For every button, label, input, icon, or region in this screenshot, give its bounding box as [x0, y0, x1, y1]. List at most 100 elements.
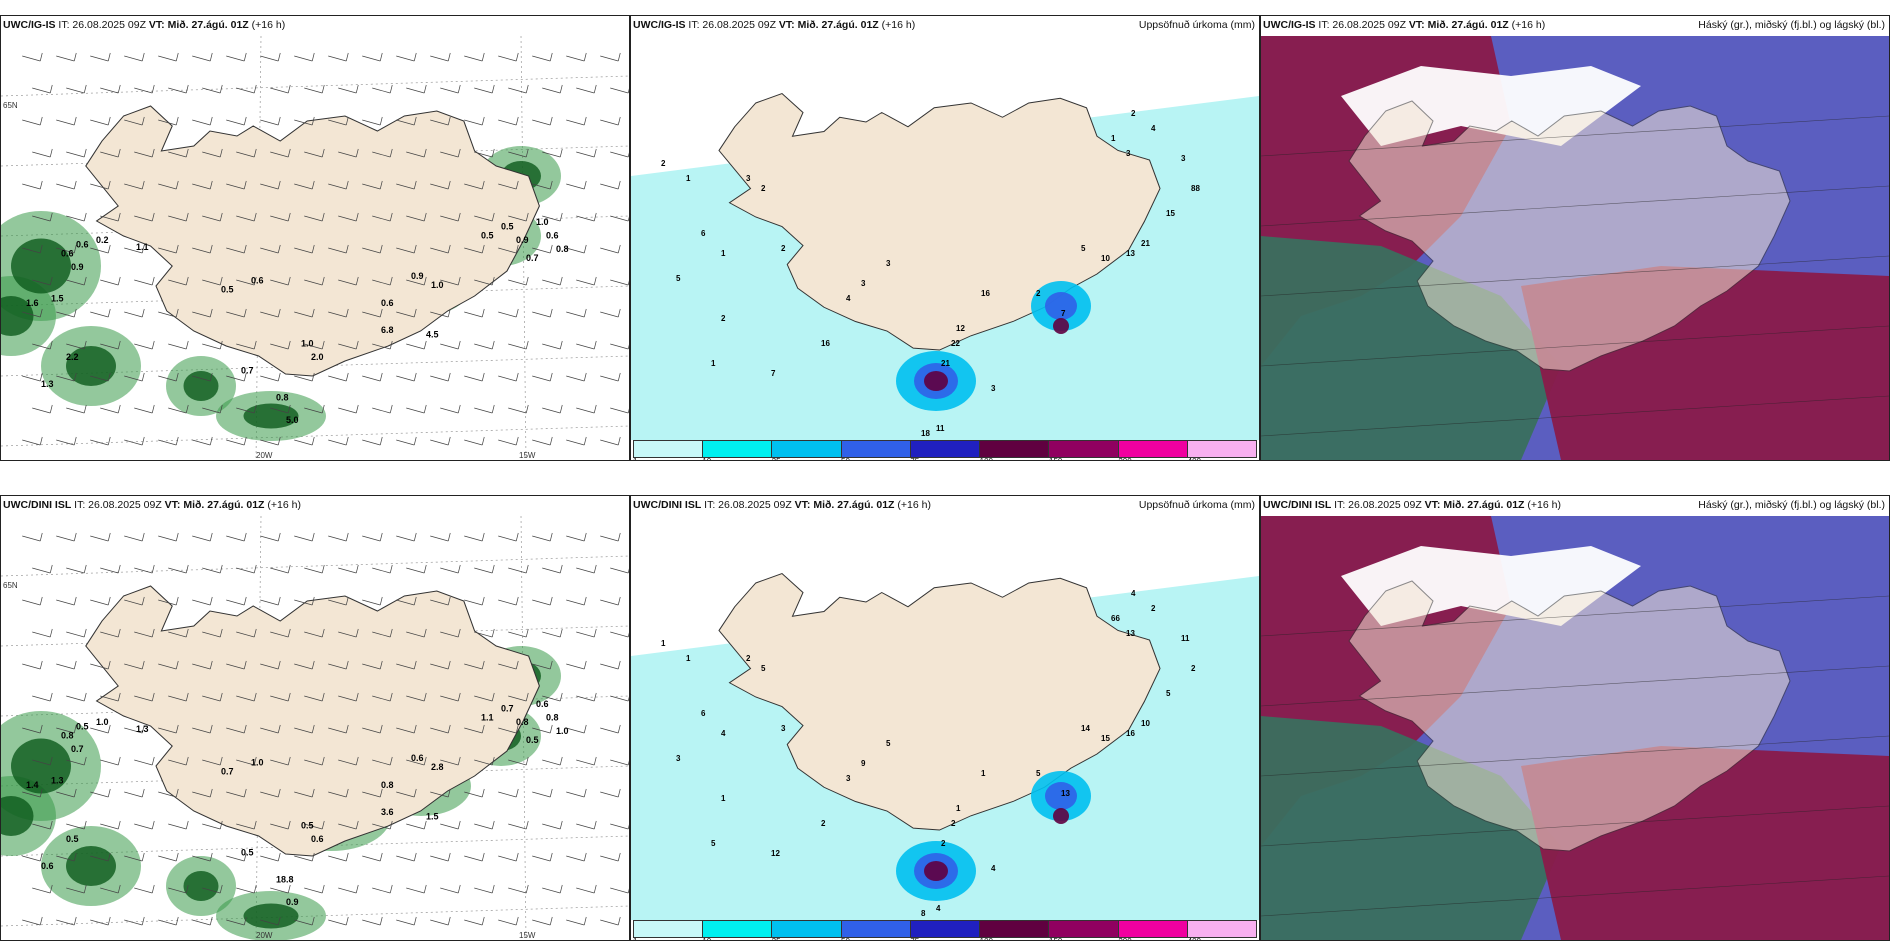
wind-barb	[32, 887, 51, 894]
precip-value-label: 66	[1111, 614, 1120, 623]
wind-barb	[66, 215, 85, 222]
wind-barb-flag	[39, 660, 43, 670]
wind-barb	[328, 55, 347, 62]
wind-barb-flag	[389, 692, 393, 702]
precip-value-label: 3	[1181, 154, 1186, 163]
wind-barb-flag	[617, 436, 621, 446]
wind-barb-flag	[117, 84, 121, 94]
wind-barb	[32, 823, 51, 830]
colorbar-cell	[1118, 921, 1188, 937]
wind-barb-flag	[151, 820, 155, 830]
wind-barb	[464, 919, 483, 926]
wind-barb	[600, 663, 619, 670]
precip-value-label: 3	[861, 279, 866, 288]
grid-line	[1261, 115, 1889, 157]
wind-barb	[270, 215, 289, 222]
wind-barb-flag	[141, 436, 145, 446]
colorbar-labels: 1 10 25 50 75 100 150 200 400	[633, 457, 1257, 460]
wind-barb	[542, 567, 561, 574]
wind-barb-flag	[49, 404, 53, 414]
wind-barb	[192, 663, 211, 670]
wind-barb	[464, 439, 483, 446]
wind-barb	[100, 695, 119, 702]
precip-value-label: 1.6	[26, 298, 39, 308]
precip-value-label: 2	[951, 819, 956, 828]
wind-barb	[372, 407, 391, 414]
wind-barb	[124, 439, 143, 446]
precip-value-label: 16	[1126, 729, 1135, 738]
wind-barb	[362, 599, 381, 606]
panel-header: UWC/IG-IS IT: 26.08.2025 09Z VT: Mið. 27…	[633, 19, 1255, 35]
wind-barb	[338, 343, 357, 350]
wind-barb	[22, 439, 41, 446]
precip-value-label: 2	[1191, 664, 1196, 673]
wind-barb	[600, 55, 619, 62]
wind-barb-flag	[117, 340, 121, 350]
wind-barb	[260, 727, 279, 734]
wind-barb	[430, 375, 449, 382]
wind-barb	[362, 727, 381, 734]
wind-barb	[498, 311, 517, 318]
wind-barb-flag	[277, 724, 281, 734]
wind-barb-flag	[559, 564, 563, 574]
wind-barb-flag	[423, 84, 427, 94]
wind-barb	[474, 887, 493, 894]
wind-barb	[532, 119, 551, 126]
precip-value-label: 18.8	[276, 875, 294, 885]
wind-barb-flag	[107, 916, 111, 926]
wind-barb-flag	[447, 244, 451, 254]
wind-barb-flag	[525, 276, 529, 286]
precip-value-label: 5	[1081, 244, 1086, 253]
wind-barb-flag	[491, 628, 495, 638]
wind-barb-flag	[345, 532, 349, 542]
wind-barb-flag	[559, 756, 563, 766]
wind-barb	[260, 119, 279, 126]
wind-barb-flag	[287, 820, 291, 830]
wind-barb-flag	[39, 244, 43, 254]
wind-barb	[158, 599, 177, 606]
wind-barb-flag	[481, 596, 485, 606]
wind-barb-flag	[287, 212, 291, 222]
wind-barb-flag	[277, 52, 281, 62]
wind-barb-flag	[447, 788, 451, 798]
wind-barb	[464, 183, 483, 190]
wind-barb	[270, 279, 289, 286]
wind-barb-flag	[423, 404, 427, 414]
wind-barb-flag	[617, 308, 621, 318]
wind-barb	[338, 567, 357, 574]
wind-barb-flag	[311, 852, 315, 862]
wind-barb-flag	[107, 436, 111, 446]
colorbar-cell	[772, 441, 842, 457]
wind-barb	[532, 663, 551, 670]
wind-barb-flag	[583, 660, 587, 670]
wind-barb	[508, 87, 527, 94]
wind-barb	[22, 855, 41, 862]
wind-barb-flag	[321, 404, 325, 414]
wind-barb-flag	[151, 564, 155, 574]
wind-barb	[406, 887, 425, 894]
wind-barb	[328, 535, 347, 542]
wind-barb-flag	[151, 884, 155, 894]
colorbar-tick-label: 10	[702, 937, 711, 940]
precip-value-label: 0.6	[251, 276, 264, 286]
wind-barb	[396, 663, 415, 670]
wind-barb	[294, 183, 313, 190]
wind-barb	[508, 823, 527, 830]
precip-value-label: 0.7	[526, 253, 539, 263]
wind-barb	[100, 887, 119, 894]
wind-barb	[474, 695, 493, 702]
precip-map: 11 25634359315122482211451314151610521113…	[631, 516, 1259, 920]
wind-barb-flag	[151, 84, 155, 94]
wind-barb	[498, 247, 517, 254]
wind-barb-flag	[83, 212, 87, 222]
colorbar-cell	[634, 921, 704, 937]
wind-barb	[124, 599, 143, 606]
wind-barb	[576, 759, 595, 766]
wind-barb-flag	[175, 116, 179, 126]
lon-label-20w: 20W	[256, 451, 273, 460]
wind-barb-flag	[151, 276, 155, 286]
wind-barb-flag	[175, 308, 179, 318]
wind-barb-flag	[617, 724, 621, 734]
wind-barb-flag	[413, 916, 417, 926]
wind-barb	[66, 343, 85, 350]
